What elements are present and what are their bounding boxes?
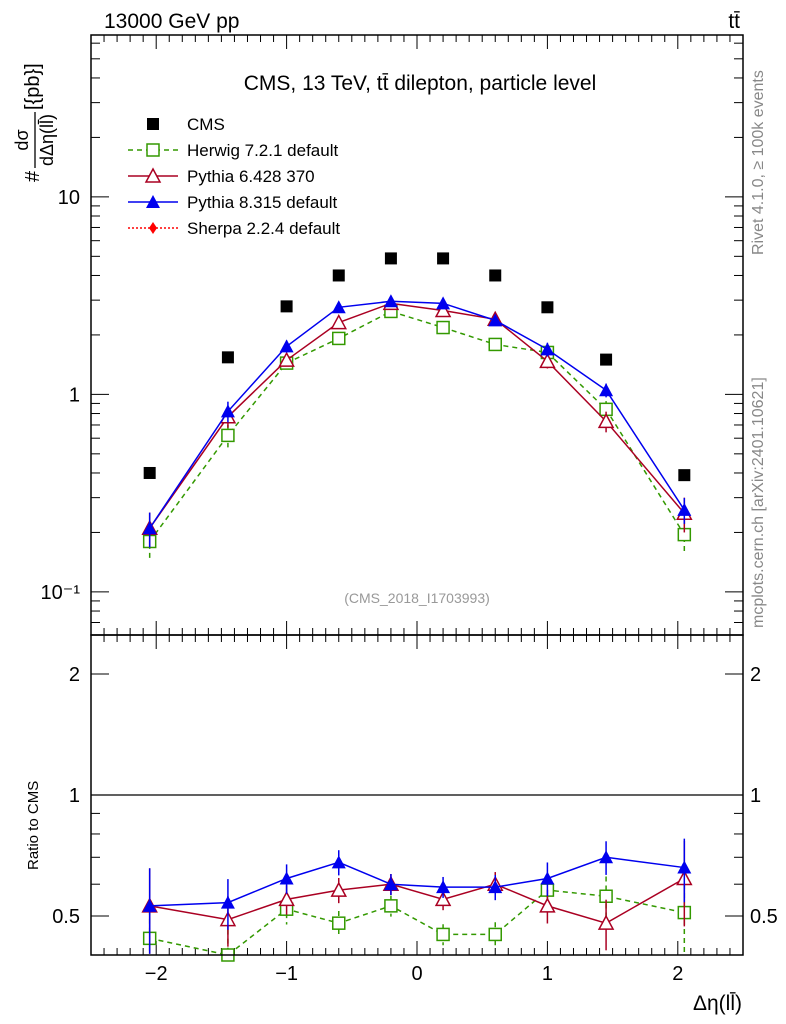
pythia-8-315-default-point: [488, 313, 503, 327]
herwig-7-2-1-default-point: [221, 428, 235, 443]
legend-label: Sherpa 2.2.4 default: [187, 219, 340, 238]
legend-item-pythia-8-315-default: Pythia 8.315 default: [128, 193, 338, 212]
legend-item-pythia-6-428-370: Pythia 6.428 370: [128, 167, 315, 186]
legend-marker: [146, 195, 160, 208]
pythia-8-315-default-ratio-point: [331, 855, 346, 869]
x-tick-label: −2: [145, 963, 168, 985]
pythia-6-428-370-point: [597, 412, 615, 429]
pythia-8-315-default-point: [436, 296, 451, 310]
x-axis-label: Δη(ll̄): [693, 991, 742, 1015]
cms-point: [489, 269, 502, 282]
pythia-8-315-default-ratio-point: [142, 898, 157, 912]
x-tick-label: 2: [672, 963, 683, 985]
analysis-id: (CMS_2018_I1703993): [344, 590, 490, 606]
x-tick-label: 0: [411, 963, 422, 985]
legend-label: Pythia 6.428 370: [187, 167, 315, 186]
pythia-8-315-default-point: [279, 339, 294, 353]
pythia-6-428-370-ratio-line: [149, 877, 685, 924]
legend-marker: [144, 167, 162, 183]
pythia-6-428-370-ratio-point: [278, 890, 295, 907]
pythia-8-315-default-ratio-point: [599, 850, 614, 864]
ratio-y-tick-label: 2: [69, 664, 80, 686]
ratio-y-tick-label-right: 2: [750, 664, 761, 686]
x-tick-label: 1: [542, 963, 553, 985]
legend-item-sherpa-2-2-4-default: Sherpa 2.2.4 default: [128, 219, 340, 238]
legend-marker: [146, 143, 160, 157]
pythia-6-428-370-point: [539, 352, 556, 369]
pythia-6-428-370-point: [434, 301, 452, 318]
pythia-8-315-default-ratio-point: [383, 877, 398, 891]
ratio-y-label: Ratio to CMS: [25, 781, 42, 870]
legend-label: Herwig 7.2.1 default: [187, 141, 338, 160]
ratio-y-tick-label: 0.5: [52, 906, 80, 928]
ratio-frame: [90, 634, 744, 956]
legend-label: CMS: [187, 115, 225, 134]
x-tick-label: −1: [275, 963, 298, 985]
herwig-7-2-1-default-line: [149, 310, 685, 542]
cms-point: [384, 252, 397, 265]
cms-point: [541, 301, 554, 314]
herwig-7-2-1-default-point: [332, 331, 346, 346]
herwig-7-2-1-default-ratio-point: [488, 927, 502, 942]
herwig-7-2-1-default-ratio-point: [384, 899, 398, 913]
pythia-6-428-370-ratio-point: [539, 897, 556, 913]
plot-title: CMS, 13 TeV, tt̄ dilepton, particle leve…: [244, 72, 597, 95]
pythia-6-428-370-point: [330, 313, 348, 330]
legend-label: Pythia 8.315 default: [187, 193, 338, 212]
pythia-8-315-default-point: [220, 404, 235, 418]
ratio-y-tick-label-right: 0.5: [750, 906, 778, 928]
mcplots-label: mcplots.cern.ch [arXiv:2401.10621]: [750, 377, 767, 628]
pythia-8-315-default-ratio-point: [540, 871, 555, 885]
pythia-8-315-default-ratio-point: [436, 880, 451, 894]
ratio-y-tick-label: 1: [69, 785, 80, 807]
pythia-8-315-default-ratio-point: [488, 880, 503, 894]
pythia-8-315-default-ratio-point: [279, 871, 294, 885]
cms-point: [600, 353, 613, 366]
y-label-prefix: #: [22, 170, 44, 182]
legend-marker: [149, 222, 157, 234]
herwig-7-2-1-default-point: [436, 320, 450, 335]
pythia-8-315-default-point: [383, 294, 398, 308]
pythia-8-315-default-line: [149, 300, 685, 529]
pythia-6-428-370-ratio-point: [597, 914, 615, 930]
pythia-8-315-default-point: [677, 502, 692, 516]
cms-point: [332, 269, 345, 282]
legend: CMS Herwig 7.2.1 default Pythia 6.428 370 P…: [128, 115, 340, 238]
y-tick-label: 10⁻¹: [41, 582, 81, 604]
y-label-unit: [{pb}]: [22, 63, 44, 110]
legend-marker: [147, 118, 159, 130]
y-tick-label: 1: [69, 384, 80, 406]
herwig-7-2-1-default-ratio-point: [436, 927, 450, 942]
herwig-7-2-1-default-ratio-point: [332, 916, 346, 930]
pythia-8-315-default-ratio-line: [149, 856, 685, 907]
herwig-7-2-1-default-ratio-line: [149, 889, 685, 956]
cms-point: [143, 466, 156, 479]
y-axis-label: # dσ dΔη(ll̄) [{pb}]: [12, 63, 57, 182]
pythia-8-315-default-point: [142, 521, 157, 535]
legend-item-cms: CMS: [147, 115, 225, 134]
rivet-label: Rivet 4.1.0, ≥ 100k events: [750, 70, 767, 255]
pythia-8-315-default-point: [599, 383, 614, 397]
cms-point: [221, 351, 234, 364]
herwig-7-2-1-default-point: [488, 337, 502, 352]
pythia-8-315-default-point: [540, 342, 555, 356]
y-tick-label: 10: [58, 187, 80, 209]
beam-label: 13000 GeV pp: [104, 10, 239, 33]
pythia-8-315-default-ratio-point: [220, 895, 235, 909]
pythia-6-428-370-point: [278, 351, 295, 367]
pythia-6-428-370-ratio-point: [330, 881, 348, 897]
pythia-6-428-370-line: [149, 302, 685, 529]
cms-point: [280, 300, 293, 313]
y-label-denominator: dΔη(ll̄): [37, 114, 57, 166]
pythia-6-428-370-ratio-point: [434, 890, 452, 907]
cms-point: [678, 469, 691, 482]
cms-point: [437, 252, 450, 265]
y-label-numerator: dσ: [12, 129, 32, 150]
pythia-8-315-default-point: [331, 300, 346, 314]
pythia-8-315-default-ratio-point: [677, 860, 692, 874]
ratio-y-tick-label-right: 1: [750, 785, 761, 807]
legend-item-herwig-7-2-1-default: Herwig 7.2.1 default: [128, 141, 338, 160]
process-label: tt̄: [728, 10, 740, 33]
